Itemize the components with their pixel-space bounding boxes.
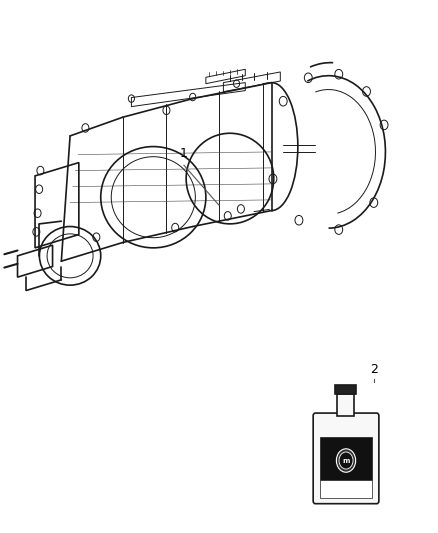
Bar [337, 394, 354, 416]
Bar [320, 480, 372, 498]
Bar [335, 385, 356, 394]
FancyBboxPatch shape [313, 413, 379, 504]
Bar [320, 437, 372, 480]
Text: m: m [343, 457, 350, 464]
Text: 2: 2 [371, 363, 378, 376]
Text: 1: 1 [180, 147, 188, 160]
Circle shape [339, 452, 353, 469]
Circle shape [336, 449, 356, 472]
